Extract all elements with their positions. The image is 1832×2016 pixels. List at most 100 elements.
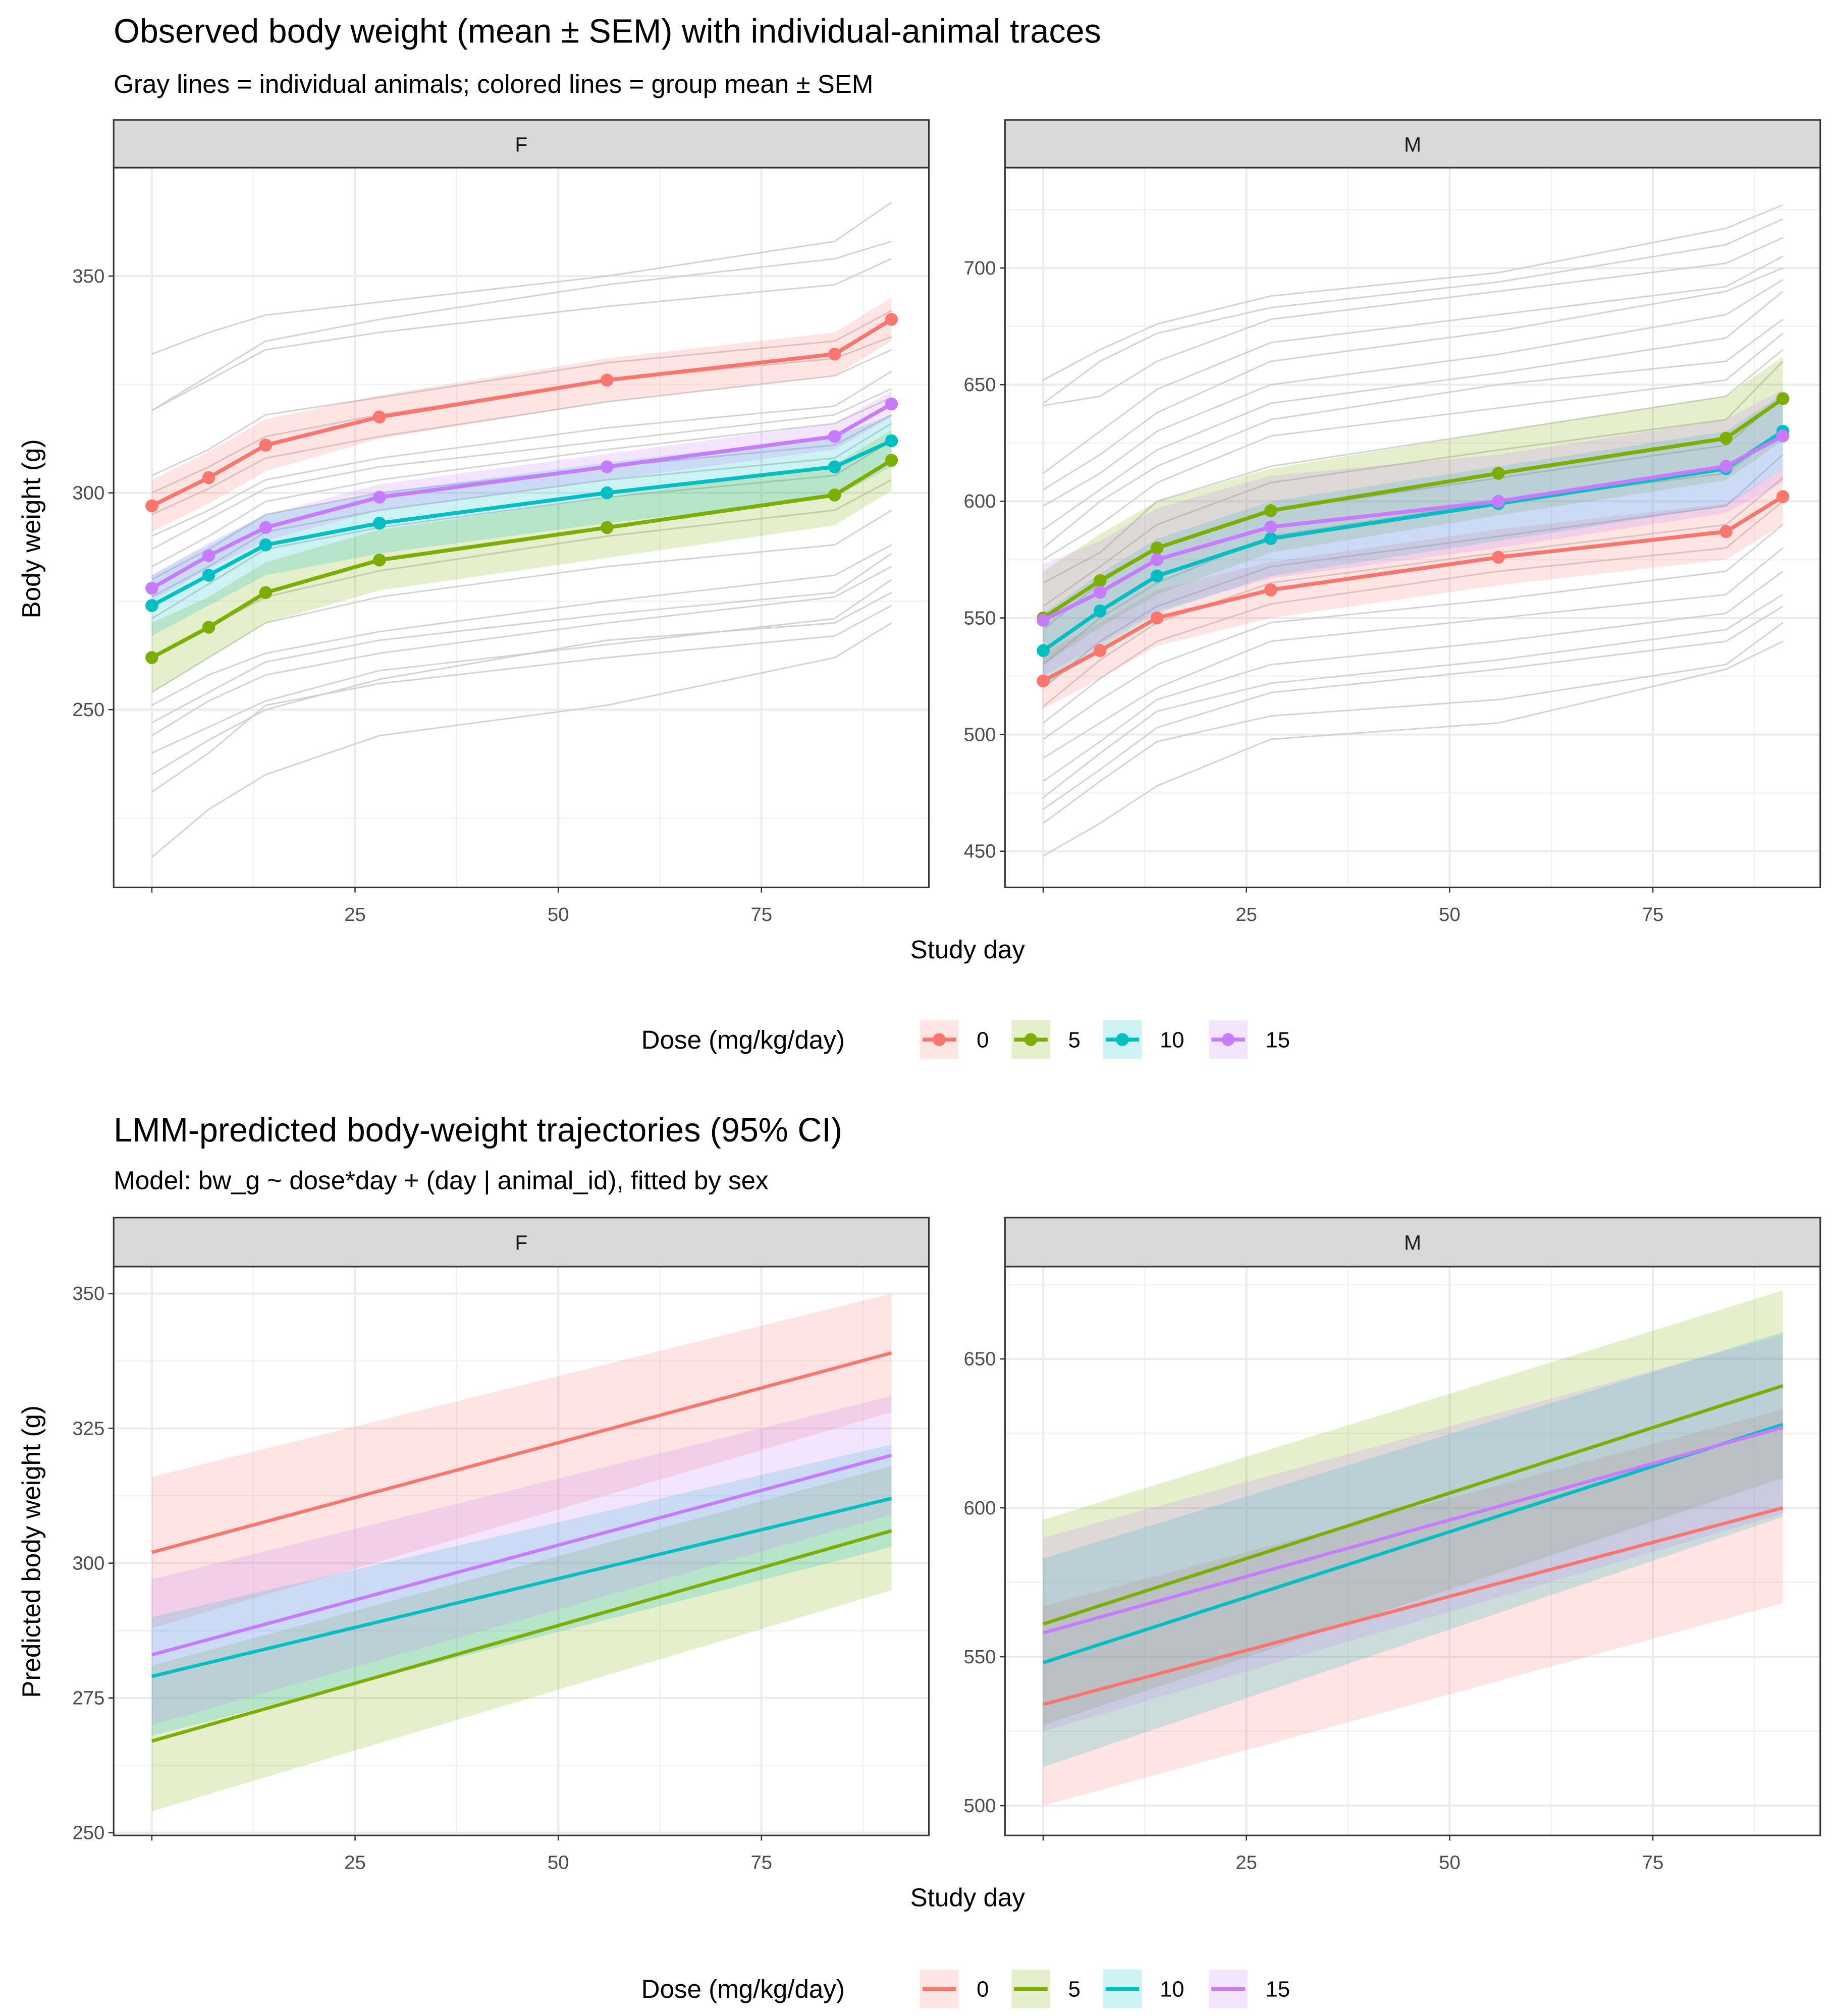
observed-m-mean-point-dose-15 [1150, 553, 1164, 566]
predicted-f-strip-label: F [515, 1231, 527, 1255]
figure1-legend-label-0: 0 [977, 1028, 989, 1052]
predicted-f-y-tick-label: 300 [72, 1552, 104, 1574]
observed-f-individual-trace [151, 553, 892, 724]
observed-m-mean-point-dose-0 [1264, 583, 1277, 596]
predicted-f-strip [113, 1217, 930, 1268]
observed-m-y-tick-label: 650 [964, 374, 996, 396]
observed-m-sem-band-dose-10 [1043, 394, 1783, 688]
observed-f-individual-trace [151, 591, 892, 776]
observed-m-y-tick-label: 550 [964, 607, 996, 629]
observed-f-x-tick-label: 50 [548, 904, 569, 925]
predicted-f-x-tick-label: 50 [548, 1852, 569, 1874]
observed-m-individual-trace [1043, 333, 1784, 561]
observed-f-individual-trace [151, 605, 892, 793]
observed-m-individual-trace [1043, 279, 1784, 507]
predicted-m-ci-band-dose-10 [1043, 1332, 1783, 1767]
observed-f-mean-point-dose-5 [145, 651, 158, 664]
figure1-legend-label-10: 10 [1160, 1028, 1184, 1052]
predicted-chart-title: LMM-predicted body-weight trajectories (… [114, 1112, 842, 1149]
figure1-legend-label-5: 5 [1068, 1028, 1081, 1052]
predicted-f-fit-line-dose-15 [151, 1453, 892, 1657]
predicted-m-x-tick-label: 25 [1235, 1852, 1257, 1874]
observed-m-mean-point-dose-5 [1776, 392, 1790, 405]
observed-f-individual-trace [151, 349, 892, 516]
observed-m-mean-point-dose-0 [1492, 551, 1505, 564]
observed-m-mean-point-dose-5 [1492, 467, 1505, 480]
predicted-f-x-tick-label: 25 [344, 1852, 366, 1874]
predicted-f-y-tick-label: 350 [72, 1283, 104, 1304]
observed-f-individual-trace [151, 388, 892, 550]
observed-f-mean-point-dose-10 [259, 538, 273, 552]
observed-m-mean-point-dose-0 [1037, 674, 1050, 688]
predicted-y-axis-title: Predicted body weight (g) [17, 1405, 45, 1698]
observed-m-panel-border [1004, 167, 1821, 889]
observed-m-sem-band-dose-0 [1043, 468, 1783, 709]
observed-f-individual-trace [151, 310, 892, 476]
observed-f-mean-point-dose-10 [145, 599, 158, 612]
observed-f-panel-background [114, 168, 929, 888]
observed-f-panel-border [113, 167, 930, 889]
predicted-f-y-tick-label: 250 [72, 1822, 104, 1844]
predicted-f-ci-band-dose-0 [151, 1293, 892, 1628]
observed-y-axis-title: Body weight (g) [17, 439, 45, 618]
observed-chart-title: Observed body weight (mean ± SEM) with i… [114, 13, 1101, 50]
observed-m-strip-label: M [1404, 133, 1421, 156]
observed-m-individual-trace [1043, 349, 1784, 584]
predicted-f-fit-line-dose-5 [151, 1529, 892, 1743]
observed-f-mean-point-dose-15 [373, 491, 386, 504]
observed-f-individual-trace [151, 397, 892, 568]
observed-m-individual-trace [1043, 360, 1784, 607]
observed-m-mean-point-dose-15 [1037, 614, 1050, 627]
predicted-chart-subtitle: Model: bw_g ~ dose*day + (day | animal_i… [114, 1166, 768, 1195]
figure1-legend-key-point-0 [933, 1033, 946, 1046]
observed-f-individual-trace [151, 240, 892, 411]
observed-f-individual-trace [151, 258, 892, 411]
observed-m-mean-point-dose-15 [1719, 460, 1733, 473]
predicted-m-x-tick-label: 50 [1439, 1852, 1461, 1874]
observed-m-mean-point-dose-5 [1094, 574, 1107, 587]
observed-m-strip [1004, 119, 1821, 169]
observed-f-mean-point-dose-5 [601, 521, 614, 534]
observed-m-y-tick-label: 700 [964, 257, 996, 279]
observed-m-individual-trace [1043, 640, 1784, 857]
observed-m-individual-trace [1043, 501, 1784, 724]
predicted-m-fit-line-dose-0 [1043, 1506, 1784, 1706]
predicted-m-ci-band-dose-5 [1043, 1290, 1783, 1725]
observed-f-mean-point-dose-15 [145, 581, 158, 595]
observed-m-individual-trace [1043, 547, 1784, 759]
observed-f-individual-trace [151, 622, 892, 858]
observed-m-sem-band-dose-15 [1043, 389, 1783, 677]
observed-f-x-tick-label: 75 [750, 904, 772, 925]
observed-f-mean-point-dose-5 [202, 621, 215, 634]
predicted-f-fit-line-dose-0 [151, 1351, 892, 1554]
figure1-legend-label-15: 15 [1266, 1028, 1290, 1052]
predicted-m-fit-line-dose-15 [1043, 1426, 1784, 1635]
observed-f-x-tick-label: 25 [344, 904, 366, 925]
observed-m-mean-point-dose-5 [1150, 541, 1164, 555]
observed-f-mean-point-dose-10 [373, 517, 386, 530]
observed-m-x-tick-label: 75 [1642, 904, 1664, 925]
observed-legend: Dose (mg/kg/day) 0 5 10 15 [641, 1020, 1290, 1059]
observed-f-individual-trace [151, 579, 892, 754]
observed-m-individual-trace [1043, 594, 1784, 798]
observed-panel-male: M 450 500 550 600 650 700 25 50 75 [964, 119, 1821, 925]
predicted-f-x-tick-label: 75 [750, 1852, 772, 1874]
observed-m-y-tick-label: 600 [964, 491, 996, 512]
observed-f-mean-point-dose-0 [145, 499, 158, 513]
observed-m-individual-trace [1043, 454, 1784, 689]
observed-m-individual-trace [1043, 622, 1784, 824]
observed-panel-female: F 250 300 350 25 50 75 [72, 119, 930, 925]
observed-f-mean-point-dose-5 [373, 554, 386, 567]
observed-f-mean-point-dose-10 [202, 569, 215, 582]
observed-m-individual-trace [1043, 291, 1784, 530]
figure1-legend-key-point-10 [1116, 1033, 1129, 1046]
observed-m-mean-point-dose-0 [1094, 644, 1107, 658]
observed-f-mean-point-dose-10 [885, 434, 898, 448]
observed-f-sem-band-dose-15 [151, 391, 892, 602]
predicted-m-fit-line-dose-10 [1043, 1423, 1784, 1665]
predicted-f-y-tick-label: 325 [72, 1418, 104, 1439]
observed-f-mean-point-dose-0 [885, 313, 898, 326]
observed-f-mean-point-dose-15 [828, 430, 841, 443]
observed-f-mean-point-dose-10 [828, 460, 841, 473]
observed-f-mean-point-dose-0 [601, 373, 614, 387]
